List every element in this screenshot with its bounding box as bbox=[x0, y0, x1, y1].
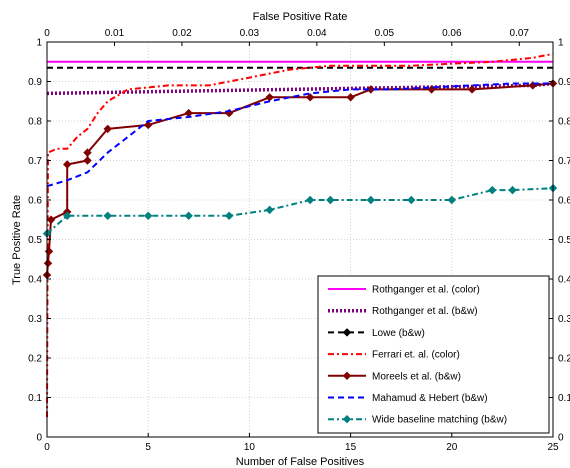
y-right-tick-label: 1 bbox=[558, 38, 564, 49]
legend: Rothganger et al. (color) Rothganger et a… bbox=[317, 275, 550, 434]
series-line bbox=[46, 82, 553, 188]
series-point bbox=[184, 211, 193, 221]
x-tick-label: 20 bbox=[446, 442, 458, 453]
legend-marker bbox=[342, 328, 352, 337]
series-lines bbox=[42, 52, 558, 418]
y-tick-label: 0.1 bbox=[28, 393, 42, 404]
y-tick-label: 0.2 bbox=[28, 354, 42, 365]
y-right-tick-label: 0.1 bbox=[558, 393, 570, 404]
x-axis-title: Number of False Positives bbox=[236, 456, 365, 468]
series-point bbox=[63, 160, 72, 169]
axis-ticks: 0 00.1 0.10.2 0.20.3 0.30.4 0.40.5 0.50.6 0.60.… bbox=[28, 28, 570, 453]
y-axis-title: True Positive Rate bbox=[11, 195, 23, 285]
legend-marker bbox=[342, 414, 352, 424]
series-point bbox=[103, 124, 112, 134]
series-point bbox=[103, 211, 112, 221]
x2-tick-label: 0.03 bbox=[240, 28, 260, 39]
x2-tick-label: 0.02 bbox=[172, 28, 192, 39]
series-point bbox=[83, 148, 92, 157]
series-point bbox=[143, 211, 153, 221]
x2-tick-label: 0.05 bbox=[375, 28, 395, 39]
legend-label: Rothganger et al. (b&w) bbox=[372, 306, 478, 317]
series-point bbox=[43, 258, 53, 268]
y-right-tick-label: 0.9 bbox=[558, 77, 570, 88]
series-point bbox=[366, 195, 376, 205]
y-right-tick-label: 0.4 bbox=[558, 275, 570, 286]
legend-label: Ferrari et. al. (color) bbox=[372, 350, 460, 361]
series-point bbox=[508, 185, 517, 195]
y-tick-label: 0.8 bbox=[28, 117, 42, 128]
series-7 bbox=[42, 183, 558, 238]
series-4 bbox=[46, 52, 554, 418]
series-line bbox=[46, 52, 554, 418]
x2-tick-label: 0.06 bbox=[442, 28, 462, 39]
y-tick-label: 0.5 bbox=[28, 235, 42, 246]
series-point bbox=[143, 120, 153, 130]
x-tick-label: 0 bbox=[44, 442, 50, 453]
series-point bbox=[467, 85, 477, 94]
y-right-tick-label: 0.7 bbox=[558, 156, 570, 167]
x2-axis-title: False Positive Rate bbox=[253, 11, 348, 23]
series-point bbox=[305, 195, 315, 205]
y-tick-label: 0.9 bbox=[28, 77, 42, 88]
x2-tick-label: 0.07 bbox=[510, 28, 530, 39]
x-tick-label: 5 bbox=[145, 442, 151, 453]
series-point bbox=[46, 215, 56, 224]
y-right-tick-label: 0.2 bbox=[558, 354, 570, 365]
series-point bbox=[224, 211, 234, 221]
x-tick-label: 10 bbox=[244, 442, 256, 453]
x-tick-label: 15 bbox=[345, 442, 357, 453]
y-right-tick-label: 0.5 bbox=[558, 235, 570, 246]
legend-label: Wide baseline matching (b&w) bbox=[372, 415, 507, 426]
series-point bbox=[305, 93, 315, 102]
x2-tick-label: 0.01 bbox=[105, 28, 125, 39]
y-right-tick-label: 0.3 bbox=[558, 314, 570, 325]
series-point bbox=[326, 195, 335, 205]
y-tick-label: 1 bbox=[36, 38, 42, 49]
y-tick-label: 0 bbox=[36, 433, 42, 444]
x2-tick-label: 0 bbox=[44, 28, 50, 39]
y-right-tick-label: 0.8 bbox=[558, 117, 570, 128]
legend-label: Mahamud & Hebert (b&w) bbox=[372, 393, 488, 404]
series-point bbox=[488, 185, 497, 195]
series-point bbox=[346, 93, 355, 102]
legend-marker bbox=[342, 371, 352, 381]
series-point bbox=[265, 205, 274, 215]
y-tick-label: 0.7 bbox=[28, 156, 42, 167]
series-point bbox=[366, 85, 376, 94]
x-tick-label: 25 bbox=[547, 442, 559, 453]
y-tick-label: 0.4 bbox=[28, 275, 42, 286]
x2-tick-label: 0.04 bbox=[307, 28, 327, 39]
series-point bbox=[407, 195, 416, 205]
y-right-tick-label: 0 bbox=[558, 433, 564, 444]
series-point bbox=[83, 156, 92, 165]
legend-label: Rothganger et al. (color) bbox=[372, 285, 480, 296]
y-right-tick-label: 0.6 bbox=[558, 196, 570, 207]
series-6 bbox=[46, 82, 553, 188]
series-point bbox=[63, 211, 72, 221]
y-tick-label: 0.6 bbox=[28, 196, 42, 207]
series-point bbox=[447, 195, 457, 205]
legend-label: Lowe (b&w) bbox=[372, 328, 425, 339]
legend-label: Moreels et al. (b&w) bbox=[372, 371, 461, 382]
y-tick-label: 0.3 bbox=[28, 314, 42, 325]
